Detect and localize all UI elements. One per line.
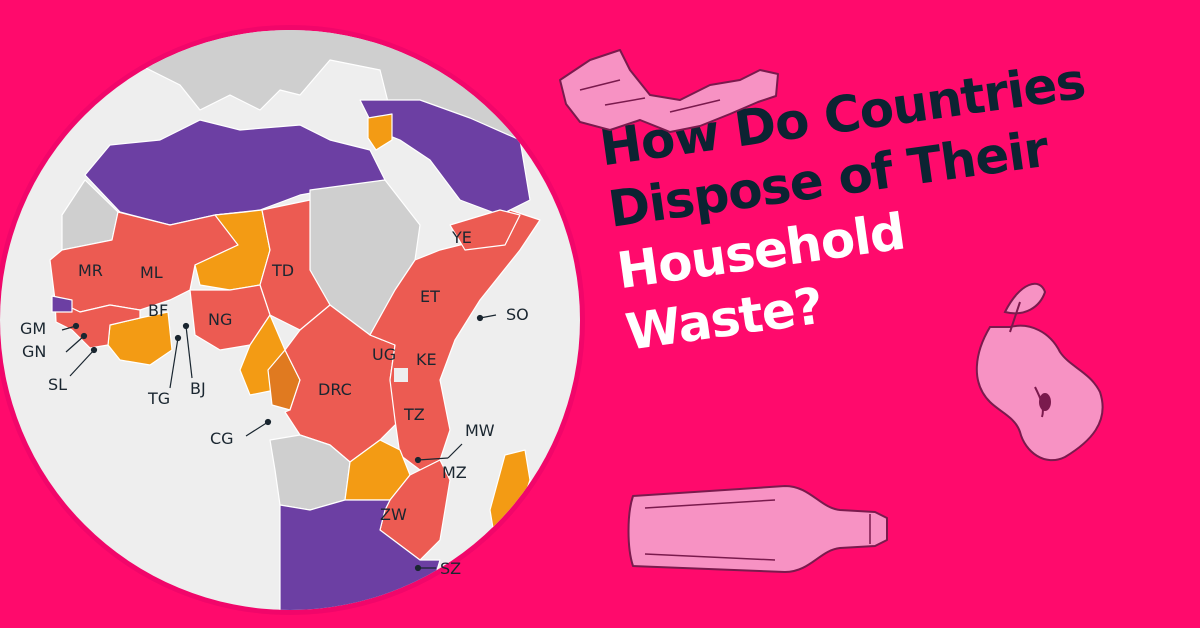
label-bf: BF — [148, 301, 168, 320]
label-tg: TG — [147, 389, 170, 408]
label-ng: NG — [208, 310, 232, 329]
label-zw: ZW — [380, 505, 407, 524]
country-labels: MR ML TD YE ET SO GM GN SL BF NG TG BJ U… — [20, 228, 529, 578]
glass-bottle-icon — [627, 485, 888, 573]
label-sl: SL — [48, 375, 67, 394]
label-bj: BJ — [190, 379, 206, 398]
region-west-coast-orange — [107, 311, 173, 366]
label-cg: CG — [210, 429, 234, 448]
leader-lines — [61, 314, 497, 572]
label-gn: GN — [22, 342, 46, 361]
label-drc: DRC — [318, 380, 352, 399]
label-gm: GM — [20, 319, 46, 338]
region-gambia-purple — [51, 295, 73, 313]
label-ug: UG — [372, 345, 396, 364]
label-sz: SZ — [440, 559, 461, 578]
label-td: TD — [271, 261, 294, 280]
label-tz: TZ — [403, 405, 425, 424]
label-so: SO — [506, 305, 529, 324]
label-ml: ML — [140, 263, 163, 282]
label-mz: MZ — [442, 463, 467, 482]
label-et: ET — [420, 287, 440, 306]
label-mr: MR — [78, 261, 103, 280]
region-yemen-red — [449, 209, 521, 251]
apple-core-icon — [975, 282, 1104, 462]
region-levant-orange — [367, 113, 393, 151]
label-ke: KE — [416, 350, 437, 369]
crushed-bottle-icon — [559, 49, 779, 133]
region-lake-victoria — [394, 368, 408, 382]
region-guinea-red — [54, 299, 141, 349]
label-mw: MW — [465, 421, 495, 440]
label-ye: YE — [451, 228, 472, 247]
